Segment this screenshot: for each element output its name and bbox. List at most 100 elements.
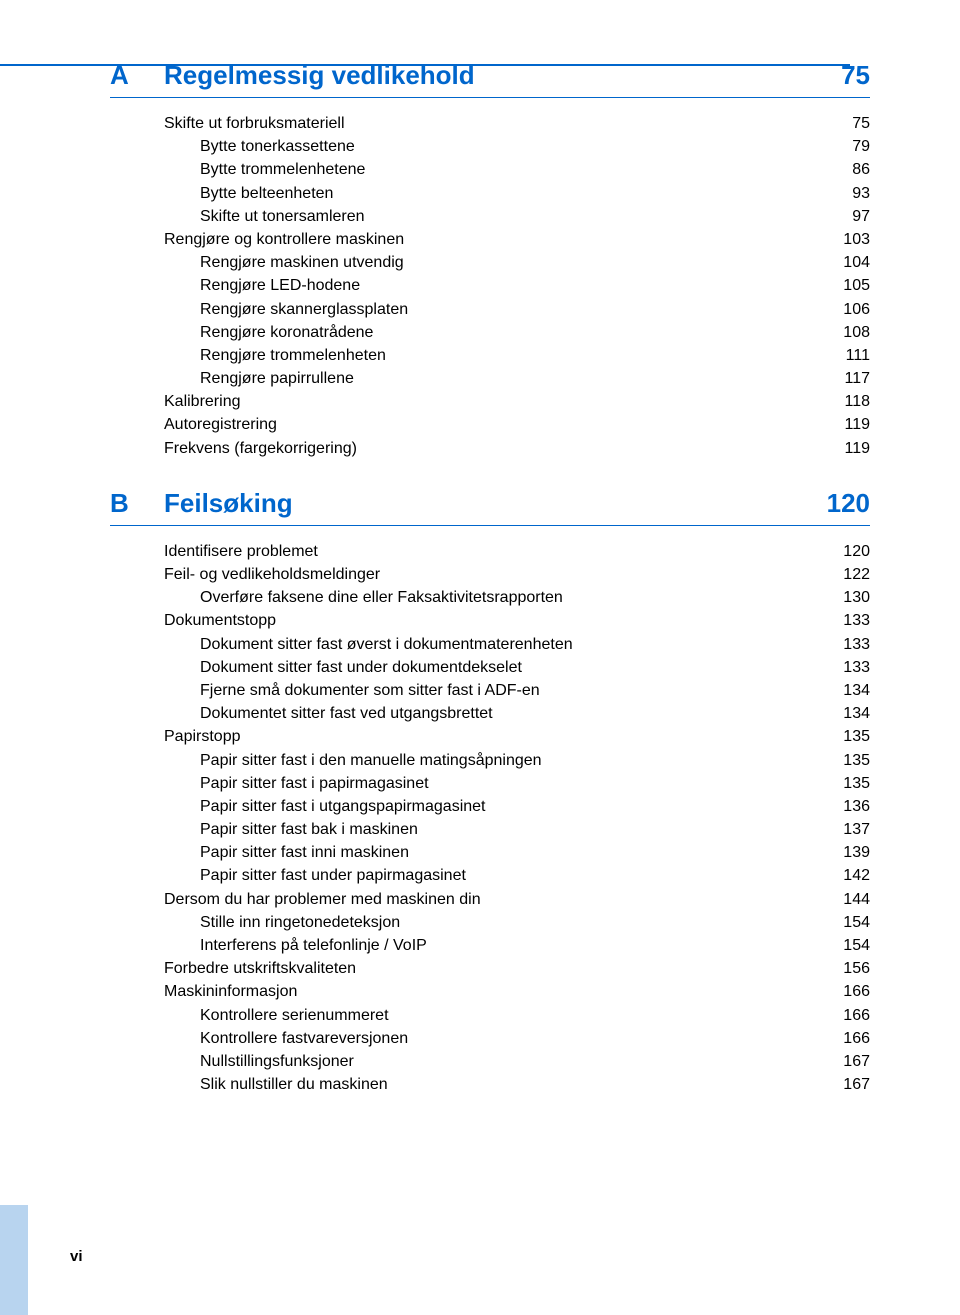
toc-entry: Kontrollere fastvareversjonen 166 [164, 1027, 870, 1050]
toc-entry-page: 167 [843, 1050, 870, 1073]
toc-entry-page: 130 [843, 586, 870, 609]
toc-entry-page: 134 [843, 679, 870, 702]
toc-entry-label: Papir sitter fast inni maskinen [200, 841, 409, 864]
toc-entry-page: 135 [843, 749, 870, 772]
toc-entry: Papirstopp 135 [164, 725, 870, 748]
toc-entry: Rengjøre papirrullene117 [164, 367, 870, 390]
top-rule [0, 64, 850, 66]
toc-entry-label: Skifte ut tonersamleren [200, 205, 365, 228]
toc-entry-label: Feil- og vedlikeholdsmeldinger [164, 563, 380, 586]
toc-entry-page: 104 [843, 251, 870, 274]
toc-entry-label: Papir sitter fast i den manuelle matings… [200, 749, 542, 772]
toc-entry-page: 142 [843, 864, 870, 887]
toc-entry-label: Papir sitter fast bak i maskinen [200, 818, 418, 841]
toc-entry: Identifisere problemet 120 [164, 540, 870, 563]
toc-entry: Papir sitter fast inni maskinen 139 [164, 841, 870, 864]
toc-entry-label: Kalibrering [164, 390, 240, 413]
toc-entry: Rengjøre maskinen utvendig 104 [164, 251, 870, 274]
toc-entry-page: 111 [846, 344, 870, 367]
toc-entry-label: Nullstillingsfunksjoner [200, 1050, 354, 1073]
toc-entry: Bytte tonerkassettene 79 [164, 135, 870, 158]
toc-container: ARegelmessig vedlikehold75Skifte ut forb… [110, 60, 870, 1096]
toc-entry-page: 144 [843, 888, 870, 911]
toc-entry: Rengjøre og kontrollere maskinen103 [164, 228, 870, 251]
toc-entry-label: Papirstopp [164, 725, 241, 748]
toc-entry-page: 119 [844, 413, 870, 436]
toc-entry-page: 103 [843, 228, 870, 251]
toc-entry-label: Rengjøre maskinen utvendig [200, 251, 404, 274]
side-tab [0, 1205, 28, 1315]
toc-entry-page: 108 [843, 321, 870, 344]
toc-section: BFeilsøking120Identifisere problemet120F… [110, 488, 870, 1097]
toc-entry: Interferens på telefonlinje / VoIP 154 [164, 934, 870, 957]
toc-entry-page: 139 [843, 841, 870, 864]
toc-entry-label: Dokument sitter fast øverst i dokumentma… [200, 633, 573, 656]
toc-entry: Maskininformasjon166 [164, 980, 870, 1003]
toc-entry: Dokument sitter fast øverst i dokumentma… [164, 633, 870, 656]
toc-entry: Bytte belteenheten93 [164, 182, 870, 205]
toc-entry: Forbedre utskriftskvaliteten156 [164, 957, 870, 980]
toc-entry-label: Overføre faksene dine eller Faksaktivite… [200, 586, 563, 609]
toc-entry-page: 118 [844, 390, 870, 413]
toc-list: Skifte ut forbruksmateriell75Bytte toner… [164, 112, 870, 460]
toc-section: ARegelmessig vedlikehold75Skifte ut forb… [110, 60, 870, 460]
toc-entry-label: Dokumentet sitter fast ved utgangsbrette… [200, 702, 493, 725]
toc-entry-page: 117 [844, 367, 870, 390]
toc-entry: Stille inn ringetonedeteksjon154 [164, 911, 870, 934]
toc-entry-page: 135 [843, 725, 870, 748]
toc-entry-label: Identifisere problemet [164, 540, 318, 563]
toc-entry: Papir sitter fast bak i maskinen 137 [164, 818, 870, 841]
toc-entry-page: 133 [843, 633, 870, 656]
toc-entry: Papir sitter fast i utgangspapirmagasine… [164, 795, 870, 818]
toc-entry: Rengjøre skannerglassplaten106 [164, 298, 870, 321]
toc-entry-page: 93 [852, 182, 870, 205]
toc-entry-page: 105 [843, 274, 870, 297]
toc-entry-page: 166 [843, 1027, 870, 1050]
toc-entry: Papir sitter fast under papirmagasinet14… [164, 864, 870, 887]
toc-entry-page: 120 [843, 540, 870, 563]
toc-entry-page: 167 [843, 1073, 870, 1096]
page-number: vi [70, 1248, 83, 1265]
toc-entry-label: Rengjøre koronatrådene [200, 321, 373, 344]
toc-entry-label: Papir sitter fast i papirmagasinet [200, 772, 429, 795]
toc-entry: Fjerne små dokumenter som sitter fast i … [164, 679, 870, 702]
toc-entry-page: 97 [852, 205, 870, 228]
toc-entry: Autoregistrering119 [164, 413, 870, 436]
toc-entry: Papir sitter fast i papirmagasinet 135 [164, 772, 870, 795]
toc-entry-page: 86 [852, 158, 870, 181]
toc-entry: Kalibrering 118 [164, 390, 870, 413]
section-letter: B [110, 488, 164, 519]
toc-entry-page: 166 [843, 1004, 870, 1027]
toc-entry-page: 79 [852, 135, 870, 158]
toc-entry-page: 133 [843, 609, 870, 632]
toc-entry: Dersom du har problemer med maskinen din… [164, 888, 870, 911]
toc-entry-label: Dersom du har problemer med maskinen din [164, 888, 481, 911]
toc-entry-page: 122 [843, 563, 870, 586]
toc-entry: Slik nullstiller du maskinen 167 [164, 1073, 870, 1096]
toc-entry-label: Kontrollere serienummeret [200, 1004, 389, 1027]
toc-entry: Dokumentet sitter fast ved utgangsbrette… [164, 702, 870, 725]
toc-entry-page: 133 [843, 656, 870, 679]
toc-entry: Kontrollere serienummeret 166 [164, 1004, 870, 1027]
toc-entry-page: 134 [843, 702, 870, 725]
toc-entry: Skifte ut tonersamleren 97 [164, 205, 870, 228]
toc-entry-label: Bytte tonerkassettene [200, 135, 355, 158]
toc-entry: Nullstillingsfunksjoner 167 [164, 1050, 870, 1073]
toc-entry: Rengjøre koronatrådene 108 [164, 321, 870, 344]
toc-entry-label: Dokumentstopp [164, 609, 276, 632]
toc-entry-page: 137 [843, 818, 870, 841]
toc-entry: Bytte trommelenhetene86 [164, 158, 870, 181]
toc-entry-label: Rengjøre skannerglassplaten [200, 298, 408, 321]
toc-entry: Skifte ut forbruksmateriell75 [164, 112, 870, 135]
toc-entry-page: 156 [843, 957, 870, 980]
toc-entry-label: Interferens på telefonlinje / VoIP [200, 934, 427, 957]
toc-entry-label: Rengjøre trommelenheten [200, 344, 386, 367]
toc-entry-label: Kontrollere fastvareversjonen [200, 1027, 408, 1050]
toc-entry-page: 135 [843, 772, 870, 795]
toc-entry-page: 75 [852, 112, 870, 135]
toc-entry-label: Slik nullstiller du maskinen [200, 1073, 388, 1096]
toc-entry-page: 154 [843, 934, 870, 957]
toc-entry-page: 119 [844, 437, 870, 460]
section-page: 120 [827, 488, 870, 519]
toc-entry-label: Papir sitter fast i utgangspapirmagasine… [200, 795, 485, 818]
